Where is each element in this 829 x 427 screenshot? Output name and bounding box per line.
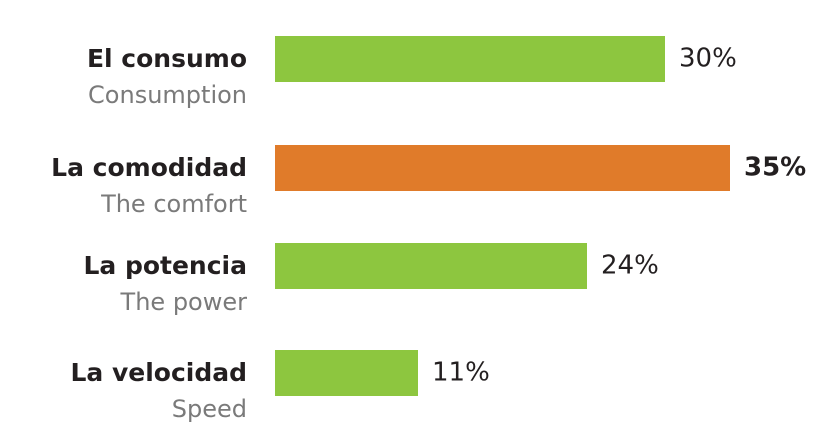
category-label-en: The power xyxy=(120,288,248,316)
bar xyxy=(275,36,665,82)
category-label: La comodidad xyxy=(51,153,247,182)
bar xyxy=(275,145,730,191)
bar xyxy=(275,350,418,396)
category-label: La velocidad xyxy=(70,358,247,387)
value-label: 35% xyxy=(744,153,806,183)
category-label-en: Speed xyxy=(172,395,247,423)
category-label: La potencia xyxy=(83,251,247,280)
category-label-en: Consumption xyxy=(88,81,247,109)
value-label: 24% xyxy=(601,251,659,281)
category-label-en: The comfort xyxy=(100,190,247,218)
value-label: 11% xyxy=(432,358,490,388)
bar xyxy=(275,243,587,289)
category-label: El consumo xyxy=(87,44,247,73)
value-label: 30% xyxy=(679,44,737,74)
